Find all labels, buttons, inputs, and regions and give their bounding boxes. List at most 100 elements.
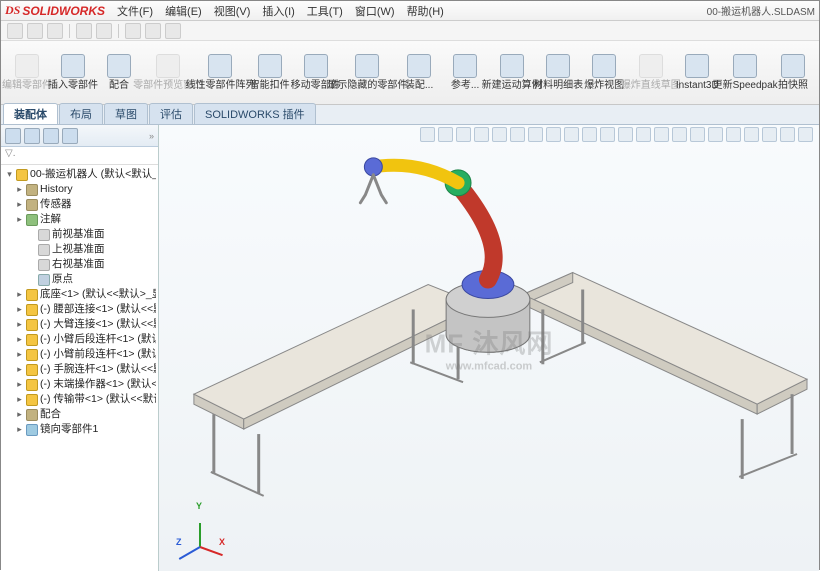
- tree-node[interactable]: ▸传感器: [3, 197, 156, 212]
- tree-node[interactable]: ▸配合: [3, 407, 156, 422]
- ribbon-button[interactable]: 参考...: [443, 43, 487, 102]
- ribbon: 编辑零部件插入零部件配合 零部件预览窗口线性零部件阵列智能扣件移动零部件显示隐藏的…: [1, 41, 819, 105]
- ribbon-button: 编辑零部件: [5, 43, 49, 102]
- tree-node[interactable]: ▸History: [3, 182, 156, 197]
- print-icon[interactable]: [76, 23, 92, 39]
- command-tabs: 装配体布局草图评估SOLIDWORKS 插件: [1, 105, 819, 125]
- feature-tree[interactable]: ▾00-搬运机器人 (默认<默认_显示▸History▸传感器▸注解前视基准面上…: [1, 165, 158, 571]
- tree-node[interactable]: ▸注解: [3, 212, 156, 227]
- ribbon-label: 材料明细表: [533, 80, 583, 91]
- document-name: 00-搬运机器人.SLDASM: [707, 3, 815, 18]
- ribbon-button[interactable]: 新建运动算例: [489, 43, 534, 102]
- ribbon-button[interactable]: 显示隐藏的零部件: [340, 43, 395, 102]
- tree-node[interactable]: ▸(-) 腰部连接<1> (默认<<默: [3, 302, 156, 317]
- ribbon-icon: [156, 54, 180, 78]
- ribbon-icon: [355, 54, 379, 78]
- select-icon[interactable]: [125, 23, 141, 39]
- tree-root[interactable]: ▾00-搬运机器人 (默认<默认_显示: [3, 167, 156, 182]
- ribbon-button[interactable]: 拍快照: [771, 43, 815, 102]
- command-tab[interactable]: SOLIDWORKS 插件: [194, 103, 316, 124]
- tree-node[interactable]: ▸(-) 大臂连接<1> (默认<<默: [3, 317, 156, 332]
- quick-toolbar: [1, 21, 819, 41]
- ribbon-label: 爆炸视图: [584, 80, 624, 91]
- ribbon-icon: [639, 54, 663, 78]
- axis-z-label: Z: [176, 537, 182, 547]
- ribbon-icon: [453, 54, 477, 78]
- ribbon-button[interactable]: 配合: [97, 43, 141, 102]
- tree-tab-config-icon[interactable]: [43, 128, 59, 144]
- title-bar: DSSOLIDWORKS 文件(F)编辑(E)视图(V)插入(I)工具(T)窗口…: [1, 1, 819, 21]
- tree-tab-feature-icon[interactable]: [5, 128, 21, 144]
- tree-tab-display-icon[interactable]: [62, 128, 78, 144]
- tree-node[interactable]: ▸(-) 小臂前段连杆<1> (默认<: [3, 347, 156, 362]
- menu-item[interactable]: 文件(F): [113, 2, 157, 20]
- tree-node[interactable]: ▸(-) 传输带<1> (默认<<默认: [3, 392, 156, 407]
- ribbon-icon: [107, 54, 131, 78]
- menu-item[interactable]: 工具(T): [303, 2, 347, 20]
- new-icon[interactable]: [7, 23, 23, 39]
- ribbon-icon: [407, 54, 431, 78]
- ribbon-button[interactable]: Instant3D: [675, 43, 719, 102]
- menu-item[interactable]: 编辑(E): [161, 2, 206, 20]
- command-tab[interactable]: 草图: [104, 103, 148, 124]
- ribbon-label: 显示隐藏的零部件: [327, 80, 407, 91]
- ribbon-label: 更新Speedpak: [713, 80, 778, 91]
- tree-node[interactable]: ▸(-) 小臂后段连杆<1> (默认<: [3, 332, 156, 347]
- conveyor-left: [194, 285, 478, 496]
- ribbon-button[interactable]: 更新Speedpak: [721, 43, 769, 102]
- ribbon-icon: [685, 54, 709, 78]
- tree-node[interactable]: ▸镜向零部件1: [3, 422, 156, 437]
- ribbon-label: 配合: [109, 80, 129, 91]
- ribbon-icon: [781, 54, 805, 78]
- tree-node[interactable]: ▸(-) 末端操作器<1> (默认<<: [3, 377, 156, 392]
- graphics-viewport[interactable]: MF 沐风网 www.mfcad.com Y X Z: [159, 125, 819, 571]
- menu-item[interactable]: 插入(I): [258, 2, 298, 20]
- ribbon-icon: [546, 54, 570, 78]
- ribbon-button[interactable]: 线性零部件阵列: [195, 43, 245, 102]
- command-tab[interactable]: 评估: [149, 103, 193, 124]
- tree-tab-more-icon[interactable]: »: [149, 131, 154, 141]
- ribbon-label: 线性零部件阵列: [185, 80, 255, 91]
- ribbon-button[interactable]: 装配...: [397, 43, 441, 102]
- tree-filter[interactable]: ▽.: [1, 147, 158, 165]
- ribbon-label: 插入零部件: [48, 80, 98, 91]
- menu-bar: 文件(F)编辑(E)视图(V)插入(I) 工具(T)窗口(W)帮助(H): [113, 2, 448, 20]
- model-canvas[interactable]: [159, 125, 819, 570]
- ribbon-label: 参考...: [451, 80, 479, 91]
- ribbon-icon: [733, 54, 757, 78]
- ribbon-icon: [15, 54, 39, 78]
- command-tab[interactable]: 布局: [59, 103, 103, 124]
- tree-node[interactable]: 上视基准面: [3, 242, 156, 257]
- ribbon-icon: [500, 54, 524, 78]
- tree-tab-property-icon[interactable]: [24, 128, 40, 144]
- save-icon[interactable]: [47, 23, 63, 39]
- undo-icon[interactable]: [96, 23, 112, 39]
- axis-x-label: X: [219, 537, 225, 547]
- ribbon-button: 零部件预览窗口: [143, 43, 193, 102]
- conveyor-right: [523, 273, 807, 479]
- tree-node[interactable]: 原点: [3, 272, 156, 287]
- ribbon-icon: [592, 54, 616, 78]
- command-tab[interactable]: 装配体: [3, 103, 58, 124]
- ribbon-label: 装配...: [405, 80, 433, 91]
- options-icon[interactable]: [165, 23, 181, 39]
- menu-item[interactable]: 窗口(W): [351, 2, 399, 20]
- ribbon-button[interactable]: 移动零部件: [294, 43, 338, 102]
- tree-node[interactable]: 前视基准面: [3, 227, 156, 242]
- ribbon-button[interactable]: 智能扣件: [248, 43, 292, 102]
- ribbon-button[interactable]: 材料明细表: [536, 43, 580, 102]
- menu-item[interactable]: 帮助(H): [403, 2, 448, 20]
- ribbon-label: 智能扣件: [250, 80, 290, 91]
- ribbon-icon: [304, 54, 328, 78]
- axis-y-label: Y: [196, 501, 202, 511]
- ribbon-button[interactable]: 插入零部件: [51, 43, 95, 102]
- tree-node[interactable]: 右视基准面: [3, 257, 156, 272]
- ribbon-button[interactable]: 爆炸视图: [582, 43, 626, 102]
- open-icon[interactable]: [27, 23, 43, 39]
- view-triad[interactable]: Y X Z: [179, 507, 223, 551]
- tree-node[interactable]: ▸(-) 手腕连杆<1> (默认<<默: [3, 362, 156, 377]
- tree-node[interactable]: ▸底座<1> (默认<<默认>_显: [3, 287, 156, 302]
- rebuild-icon[interactable]: [145, 23, 161, 39]
- ribbon-label: 爆炸直线草图: [621, 80, 681, 91]
- menu-item[interactable]: 视图(V): [210, 2, 255, 20]
